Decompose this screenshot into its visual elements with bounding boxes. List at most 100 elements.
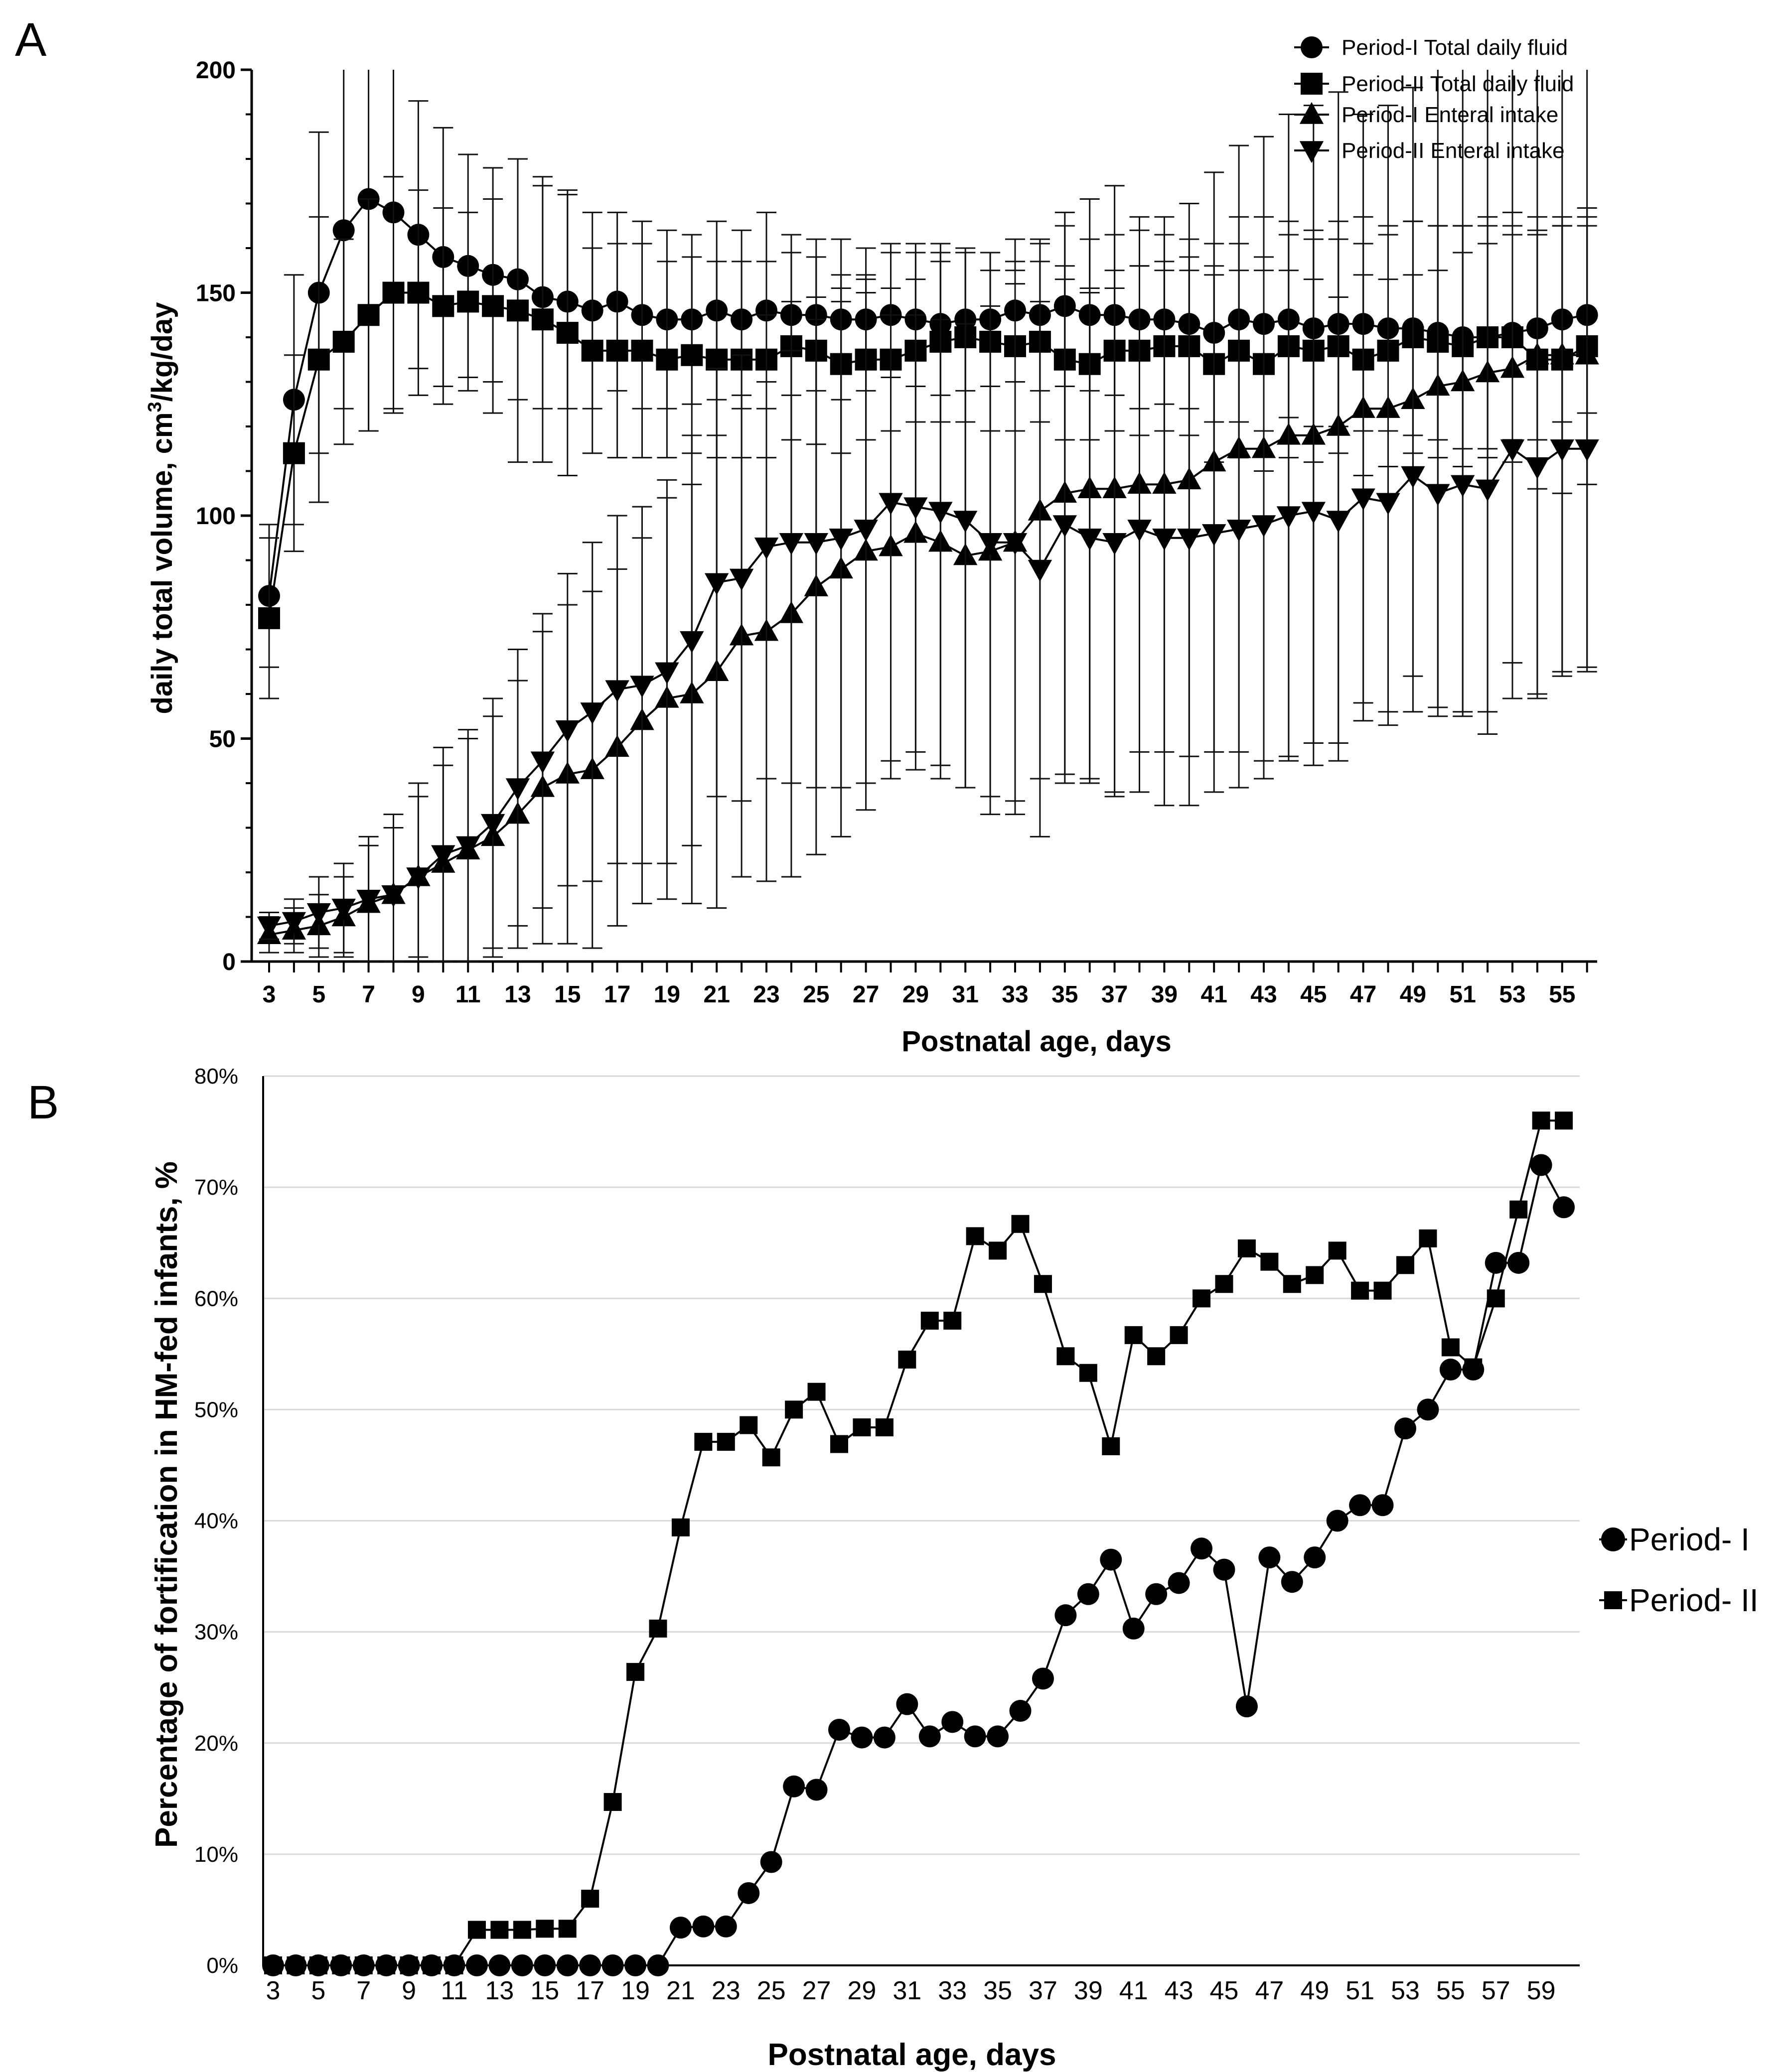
data-point bbox=[287, 1956, 305, 1974]
data-point bbox=[1102, 533, 1127, 555]
data-point bbox=[896, 1693, 918, 1715]
data-point bbox=[480, 814, 505, 836]
data-point bbox=[829, 529, 853, 551]
data-point bbox=[581, 1890, 599, 1908]
data-point bbox=[1283, 1275, 1301, 1293]
data-point bbox=[964, 1725, 986, 1748]
panel-b-x-tick-label: 5 bbox=[311, 1976, 325, 2005]
panel-b-x-tick-label: 7 bbox=[356, 1976, 371, 2005]
legend-item-period-ii: Period- II bbox=[1599, 1582, 1759, 1618]
legend-marker bbox=[1604, 1591, 1622, 1609]
data-point bbox=[1028, 559, 1052, 582]
data-point bbox=[941, 1711, 964, 1733]
data-point bbox=[377, 1956, 396, 1974]
data-point bbox=[1011, 1215, 1030, 1233]
data-point bbox=[1373, 1281, 1392, 1300]
data-point bbox=[357, 304, 380, 326]
data-point bbox=[1555, 1111, 1573, 1130]
data-point bbox=[738, 1882, 760, 1904]
data-point bbox=[1451, 475, 1475, 497]
data-point bbox=[1009, 1700, 1032, 1722]
data-point bbox=[1152, 529, 1177, 551]
data-point bbox=[680, 631, 704, 653]
panel-b-label: B bbox=[27, 1076, 59, 1129]
panel-a-x-tick-label: 31 bbox=[952, 981, 979, 1008]
panel-b-x-tick-label: 43 bbox=[1165, 1976, 1194, 2005]
data-point bbox=[445, 1956, 463, 1974]
data-point bbox=[1500, 439, 1525, 462]
data-point bbox=[1509, 1200, 1528, 1219]
data-point bbox=[507, 299, 529, 322]
panel-b-x-tick-label: 53 bbox=[1391, 1976, 1420, 2005]
panel-a-x-tick-label: 7 bbox=[362, 981, 375, 1008]
data-point bbox=[513, 1921, 531, 1939]
data-point bbox=[1525, 457, 1550, 479]
panel-b-x-tick-label: 47 bbox=[1255, 1976, 1284, 2005]
data-point bbox=[407, 281, 430, 304]
data-point bbox=[854, 520, 878, 542]
panel-b-x-tick-label: 23 bbox=[712, 1976, 741, 2005]
data-point bbox=[762, 1448, 780, 1467]
data-point bbox=[1426, 484, 1450, 506]
data-point bbox=[1032, 1667, 1054, 1690]
data-point bbox=[1052, 515, 1077, 538]
panel-b-x-tick-label: 57 bbox=[1482, 1976, 1510, 2005]
panel-a-x-tick-label: 11 bbox=[455, 981, 481, 1008]
data-point bbox=[1191, 1537, 1213, 1560]
data-point bbox=[1079, 1364, 1097, 1382]
panel-a-x-tick-label: 5 bbox=[312, 981, 325, 1008]
data-point bbox=[1306, 1266, 1324, 1284]
data-point bbox=[898, 1350, 916, 1369]
data-point bbox=[1170, 1326, 1188, 1344]
data-point bbox=[1349, 1494, 1371, 1517]
panel-b-legend: Period- I Period- II bbox=[1599, 1521, 1759, 1618]
panel-a-x-tick-label: 17 bbox=[604, 981, 630, 1008]
legend-marker bbox=[1299, 102, 1324, 124]
data-point bbox=[624, 1954, 647, 1976]
data-point bbox=[1193, 1289, 1211, 1308]
data-point bbox=[258, 607, 280, 629]
data-point bbox=[432, 295, 454, 317]
panel-b-y-tick-label: 30% bbox=[194, 1620, 238, 1645]
data-point bbox=[1100, 1548, 1122, 1571]
panel-a-x-tick-label: 3 bbox=[263, 981, 276, 1008]
data-point bbox=[1077, 529, 1102, 551]
data-point bbox=[1394, 1417, 1416, 1440]
panel-a-x-tick-label: 9 bbox=[412, 981, 425, 1008]
data-point bbox=[1441, 1338, 1460, 1357]
panel-b-x-tick-label: 25 bbox=[757, 1976, 786, 2005]
data-point bbox=[706, 348, 728, 371]
legend-item-period-i: Period- I bbox=[1599, 1521, 1750, 1557]
data-point bbox=[1304, 1546, 1326, 1569]
data-point bbox=[1077, 1583, 1099, 1605]
panel-a-x-tick-label: 15 bbox=[554, 981, 581, 1008]
data-point bbox=[989, 1242, 1007, 1260]
data-point bbox=[406, 867, 431, 890]
panel-a-legend: Period-I Total daily fluid Period-II Tota… bbox=[1294, 35, 1574, 163]
data-point bbox=[354, 1956, 373, 1974]
panel-a-x-tick-label: 43 bbox=[1250, 981, 1277, 1008]
data-point bbox=[729, 568, 754, 591]
data-point bbox=[875, 1418, 894, 1437]
legend-label: Period- II bbox=[1629, 1582, 1759, 1618]
data-point bbox=[1213, 1558, 1235, 1581]
data-point bbox=[1251, 515, 1276, 538]
legend-item-period-i-enteral-intake: Period-I Enteral intake bbox=[1294, 102, 1558, 127]
data-point bbox=[1439, 1359, 1462, 1381]
panel-a-x-tick-label: 53 bbox=[1499, 981, 1525, 1008]
data-point bbox=[505, 778, 530, 801]
data-point bbox=[1122, 1617, 1145, 1640]
data-point bbox=[1351, 1281, 1369, 1300]
panel-a-x-tick-label: 39 bbox=[1151, 981, 1178, 1008]
data-point bbox=[681, 344, 703, 366]
data-point bbox=[558, 1920, 577, 1938]
data-point bbox=[1226, 520, 1251, 542]
data-point bbox=[556, 1954, 579, 1976]
series-period-ii bbox=[264, 1111, 1573, 1974]
data-point bbox=[1281, 1571, 1303, 1593]
data-point bbox=[530, 751, 555, 774]
data-point bbox=[1575, 439, 1599, 462]
data-point bbox=[1487, 1289, 1505, 1308]
series-line bbox=[273, 1162, 1565, 1966]
data-point bbox=[785, 1400, 803, 1419]
